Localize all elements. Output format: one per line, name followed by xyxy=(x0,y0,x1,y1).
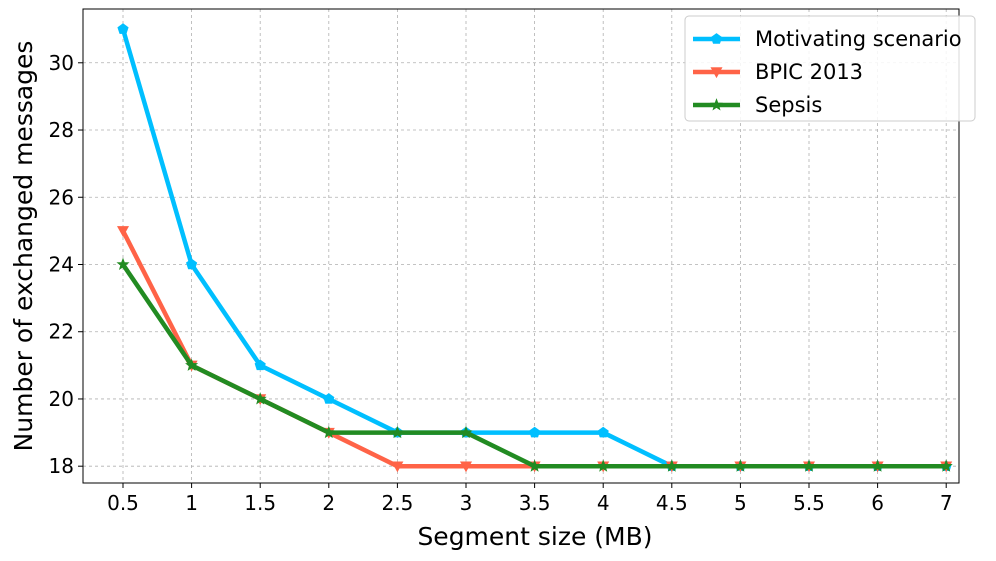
data-point-marker xyxy=(733,459,747,472)
data-point-marker xyxy=(117,23,129,34)
data-point-marker xyxy=(116,226,130,237)
data-point-marker xyxy=(116,257,130,271)
data-point-marker xyxy=(871,459,885,472)
legend-entry: BPIC 2013 xyxy=(693,60,863,84)
y-tick-label: 24 xyxy=(49,252,74,276)
data-point-marker xyxy=(597,426,609,438)
y-tick-label: 26 xyxy=(49,185,74,209)
x-tick-label: 6 xyxy=(871,491,884,515)
x-tick-label: 2 xyxy=(322,491,335,515)
y-tick-label: 30 xyxy=(49,51,74,75)
y-tick-label: 20 xyxy=(49,387,74,411)
data-point-marker xyxy=(459,425,473,439)
legend-marker xyxy=(710,33,723,44)
data-point-marker xyxy=(254,359,266,371)
x-tick-label: 4 xyxy=(597,491,610,515)
x-axis-ticks: 0.5 1 1.5 2 2.5 3 3.5 4 4.5 5 5.5 6 7 xyxy=(107,483,953,515)
data-point-marker xyxy=(391,461,404,473)
legend-box xyxy=(684,15,976,122)
legend-label: BPIC 2013 xyxy=(755,60,863,84)
x-tick-label: 5 xyxy=(734,491,747,515)
data-point-marker xyxy=(665,459,679,472)
x-tick-label: 2.5 xyxy=(381,491,413,515)
data-point-marker xyxy=(596,459,610,472)
x-tick-label: 1 xyxy=(185,491,198,515)
legend-entry: Motivating scenario xyxy=(693,27,962,51)
series-2 xyxy=(116,257,953,472)
x-tick-label: 0.5 xyxy=(107,491,139,515)
legend-label: Motivating scenario xyxy=(755,27,962,51)
y-tick-label: 18 xyxy=(49,454,74,478)
data-point-marker xyxy=(529,426,541,438)
data-point-marker xyxy=(186,258,198,270)
data-point-marker xyxy=(390,425,404,439)
data-point-marker xyxy=(185,358,199,371)
data-point-marker xyxy=(459,461,473,473)
x-tick-label: 7 xyxy=(940,491,953,515)
data-point-marker xyxy=(253,392,267,405)
x-tick-label: 3.5 xyxy=(519,491,551,515)
data-point-marker xyxy=(939,459,953,472)
plot-frame xyxy=(82,8,960,484)
y-axis-label: Number of exchanged messages xyxy=(9,41,38,452)
data-point-marker xyxy=(322,425,336,439)
legend-marker xyxy=(710,67,723,79)
x-tick-label: 5.5 xyxy=(793,491,825,515)
y-tick-label: 28 xyxy=(49,118,74,142)
legend-label: Sepsis xyxy=(755,93,822,117)
x-tick-label: 1.5 xyxy=(244,491,276,515)
legend: Motivating scenario BPIC 2013 Sepsis xyxy=(684,15,976,122)
y-tick-label: 22 xyxy=(49,320,74,344)
data-point-marker xyxy=(528,459,542,472)
y-axis-ticks: 18 20 22 24 26 28 30 xyxy=(49,51,83,478)
data-point-marker xyxy=(323,393,335,404)
x-axis-label: Segment size (MB) xyxy=(417,522,652,551)
data-point-marker xyxy=(802,459,816,472)
series-group xyxy=(116,23,953,473)
legend-marker xyxy=(709,98,724,111)
legend-entry: Sepsis xyxy=(693,93,822,117)
x-tick-label: 3 xyxy=(460,491,473,515)
x-tick-label: 4.5 xyxy=(656,491,688,515)
